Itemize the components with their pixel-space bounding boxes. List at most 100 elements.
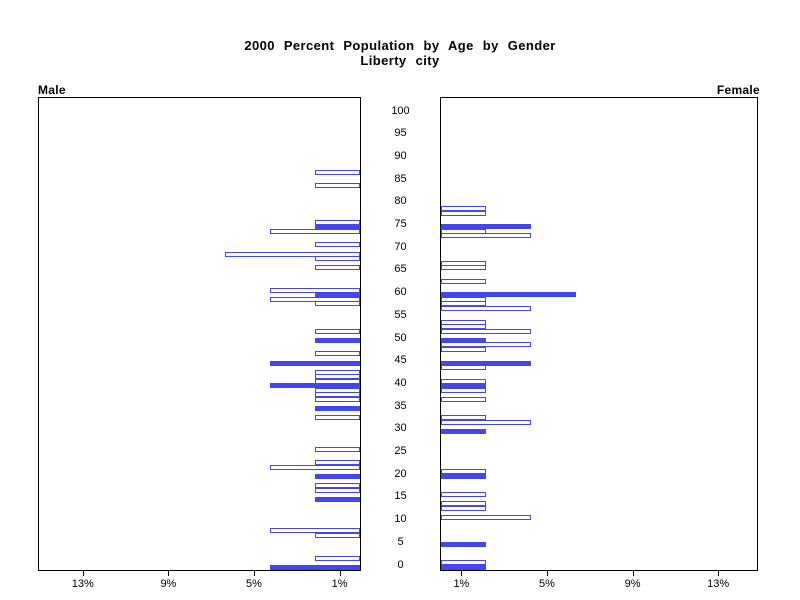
bar-female-49 (441, 342, 531, 348)
bar-female-57 (441, 306, 531, 312)
bar-male-84 (315, 183, 360, 189)
age-axis-label-70: 70 (394, 240, 407, 253)
bar-male-8 (270, 528, 360, 534)
female-tick-1-label: 1% (453, 578, 470, 590)
age-axis-label-5: 5 (397, 535, 404, 548)
bar-male-23 (315, 460, 360, 466)
bar-male-52 (315, 328, 360, 334)
bar-female-39 (441, 387, 486, 393)
female-panel (440, 97, 758, 571)
female-tick-5-label: 5% (539, 578, 555, 590)
bar-female-20 (441, 474, 486, 479)
bar-male-39 (315, 387, 360, 393)
bar-female-30 (441, 428, 486, 434)
bar-female-73 (441, 233, 531, 239)
age-axis-label-85: 85 (394, 172, 407, 185)
male-panel-label: Male (38, 83, 66, 97)
bar-female-60 (441, 292, 576, 298)
age-axis-label-10: 10 (394, 513, 407, 526)
bar-male-50 (315, 337, 360, 343)
bar-female-11 (441, 514, 531, 520)
bar-male-2 (315, 555, 360, 561)
bar-male-17 (315, 487, 360, 493)
bar-male-42 (315, 374, 360, 380)
age-axis-label-65: 65 (394, 263, 407, 276)
female-panel-label: Female (716, 83, 760, 97)
chart-subtitle: Liberty city (360, 53, 440, 68)
bar-female-79 (441, 206, 486, 212)
age-axis-label-30: 30 (394, 422, 407, 435)
bar-female-40 (441, 383, 486, 389)
bar-male-35 (315, 405, 360, 411)
age-axis: 100 95 90 85 80 75 70 65 60 55 50 45 40 35 30 25 20 15 10 5… (361, 97, 440, 571)
female-tick-9-mark (632, 571, 634, 576)
bar-male-7 (315, 533, 360, 539)
bar-male-59 (270, 296, 360, 302)
age-axis-label-75: 75 (394, 218, 407, 230)
male-tick-13-mark (82, 571, 84, 576)
bar-female-0 (441, 564, 486, 570)
female-tick-13-mark (718, 571, 720, 576)
bar-female-32 (441, 419, 531, 425)
bar-male-76 (315, 219, 360, 225)
bar-male-60 (315, 292, 360, 298)
bar-male-47 (315, 351, 360, 357)
age-axis-label-25: 25 (394, 445, 407, 457)
age-axis-label-60: 60 (394, 286, 407, 299)
female-tick-13-label: 13% (707, 578, 730, 590)
bar-male-38 (315, 392, 360, 398)
bar-female-5 (441, 542, 486, 548)
bar-female-63 (441, 278, 486, 284)
age-axis-label-20: 20 (394, 467, 407, 480)
age-axis-label-90: 90 (394, 149, 407, 162)
bar-female-48 (441, 346, 486, 352)
bar-male-33 (315, 414, 360, 420)
bar-male-43 (315, 369, 360, 375)
male-tick-9-mark (168, 571, 170, 576)
age-axis-label-45: 45 (394, 354, 407, 367)
chart-title: 2000 Percent Population by Age by Gender (244, 38, 556, 53)
bar-male-66 (315, 265, 360, 271)
bar-male-69 (225, 251, 360, 257)
bar-male-68 (315, 256, 360, 262)
male-panel (38, 97, 361, 571)
bar-female-37 (441, 396, 486, 402)
male-tick-13-label: 13% (71, 578, 94, 590)
age-axis-label-100: 100 (391, 104, 410, 117)
bar-male-40 (270, 383, 360, 389)
title-block: 2000 Percent Population by Age by Gender… (0, 38, 800, 68)
bar-female-50 (441, 337, 486, 343)
bar-female-74 (441, 228, 486, 234)
bar-female-45 (441, 360, 531, 366)
bar-female-1 (441, 560, 486, 566)
bar-female-21 (441, 469, 486, 475)
bar-male-61 (270, 287, 360, 293)
bar-female-53 (441, 324, 486, 330)
age-axis-label-55: 55 (394, 308, 407, 321)
age-axis-label-35: 35 (394, 399, 407, 412)
bar-female-14 (441, 501, 486, 507)
bar-male-22 (270, 464, 360, 470)
age-axis-label-40: 40 (394, 376, 407, 389)
age-axis-label-95: 95 (394, 127, 407, 140)
bar-male-20 (315, 474, 360, 479)
bar-male-74 (270, 228, 360, 234)
bar-male-26 (315, 446, 360, 452)
bar-male-58 (315, 301, 360, 307)
bar-female-58 (441, 301, 486, 307)
bar-female-54 (441, 319, 486, 325)
bar-female-66 (441, 265, 486, 271)
bar-female-52 (441, 328, 531, 334)
bar-male-71 (315, 242, 360, 248)
age-axis-label-80: 80 (394, 195, 407, 208)
bar-male-37 (315, 396, 360, 402)
male-tick-5-mark (254, 571, 255, 576)
bar-male-45 (270, 360, 360, 366)
bar-male-41 (315, 378, 360, 384)
bar-male-15 (315, 496, 360, 502)
bar-female-75 (441, 224, 531, 230)
bar-female-44 (441, 365, 486, 371)
bar-female-16 (441, 492, 486, 498)
bar-male-0 (270, 564, 360, 570)
